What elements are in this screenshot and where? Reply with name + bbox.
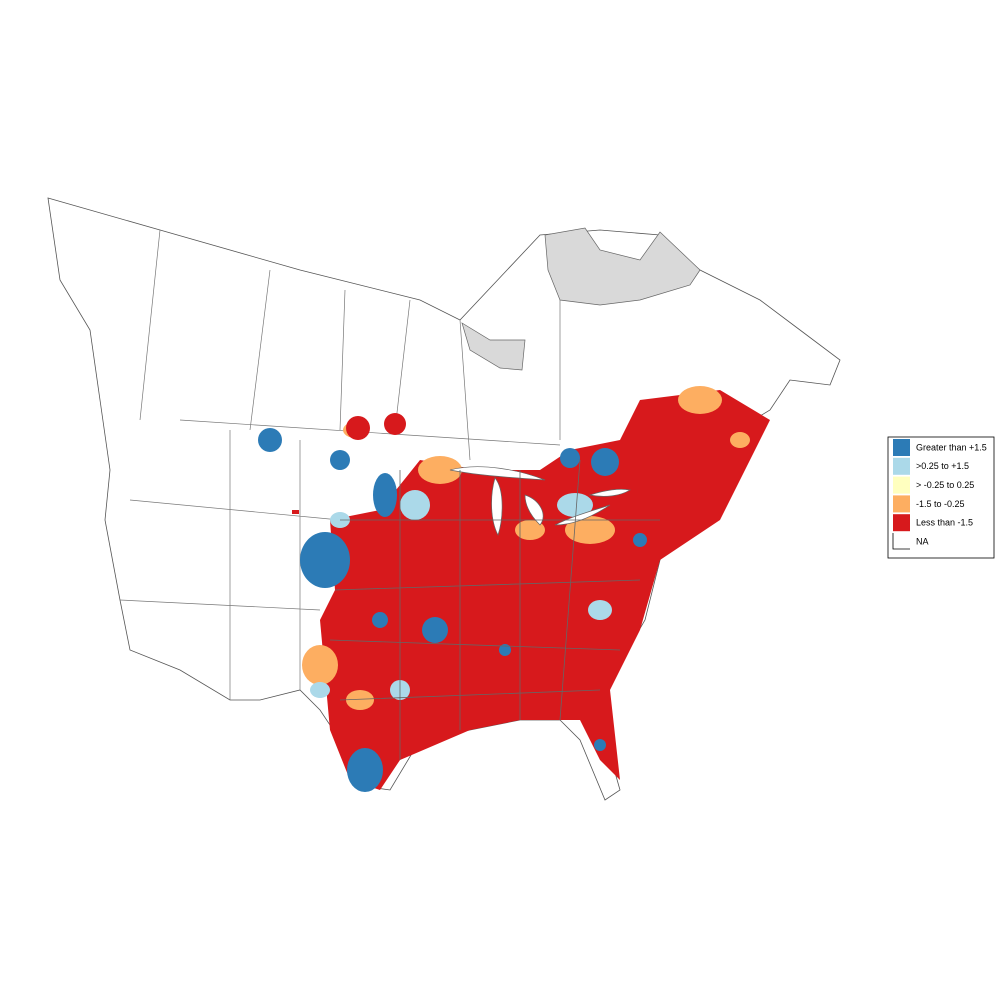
boundaries	[119, 229, 561, 700]
legend-swatch	[892, 533, 910, 550]
data-surface	[258, 386, 770, 792]
legend-swatch	[893, 439, 910, 456]
legend-swatch	[893, 495, 910, 513]
legend-label: Greater than +1.5	[916, 442, 987, 452]
legend-label: Less than -1.5	[916, 518, 973, 528]
legend-label: >0.25 to +1.5	[916, 461, 969, 471]
state-lines	[329, 459, 660, 760]
legend-label: NA	[916, 536, 929, 546]
region-cells	[320, 390, 770, 790]
legend-label: > -0.25 to 0.25	[916, 480, 974, 490]
legend-swatch	[893, 476, 910, 494]
region-cells	[292, 413, 406, 514]
legend-swatch	[893, 514, 910, 532]
legend-swatch	[893, 457, 910, 475]
legend: Greater than +1.5 >0.25 to +1.5 > -0.25 to…	[887, 436, 995, 559]
region-cells	[310, 490, 612, 700]
na-region	[544, 227, 701, 306]
na-region	[461, 322, 526, 371]
region-cells	[258, 428, 647, 792]
border	[119, 229, 561, 700]
legend-label: -1.5 to -0.25	[916, 499, 965, 509]
lakes	[449, 466, 631, 536]
